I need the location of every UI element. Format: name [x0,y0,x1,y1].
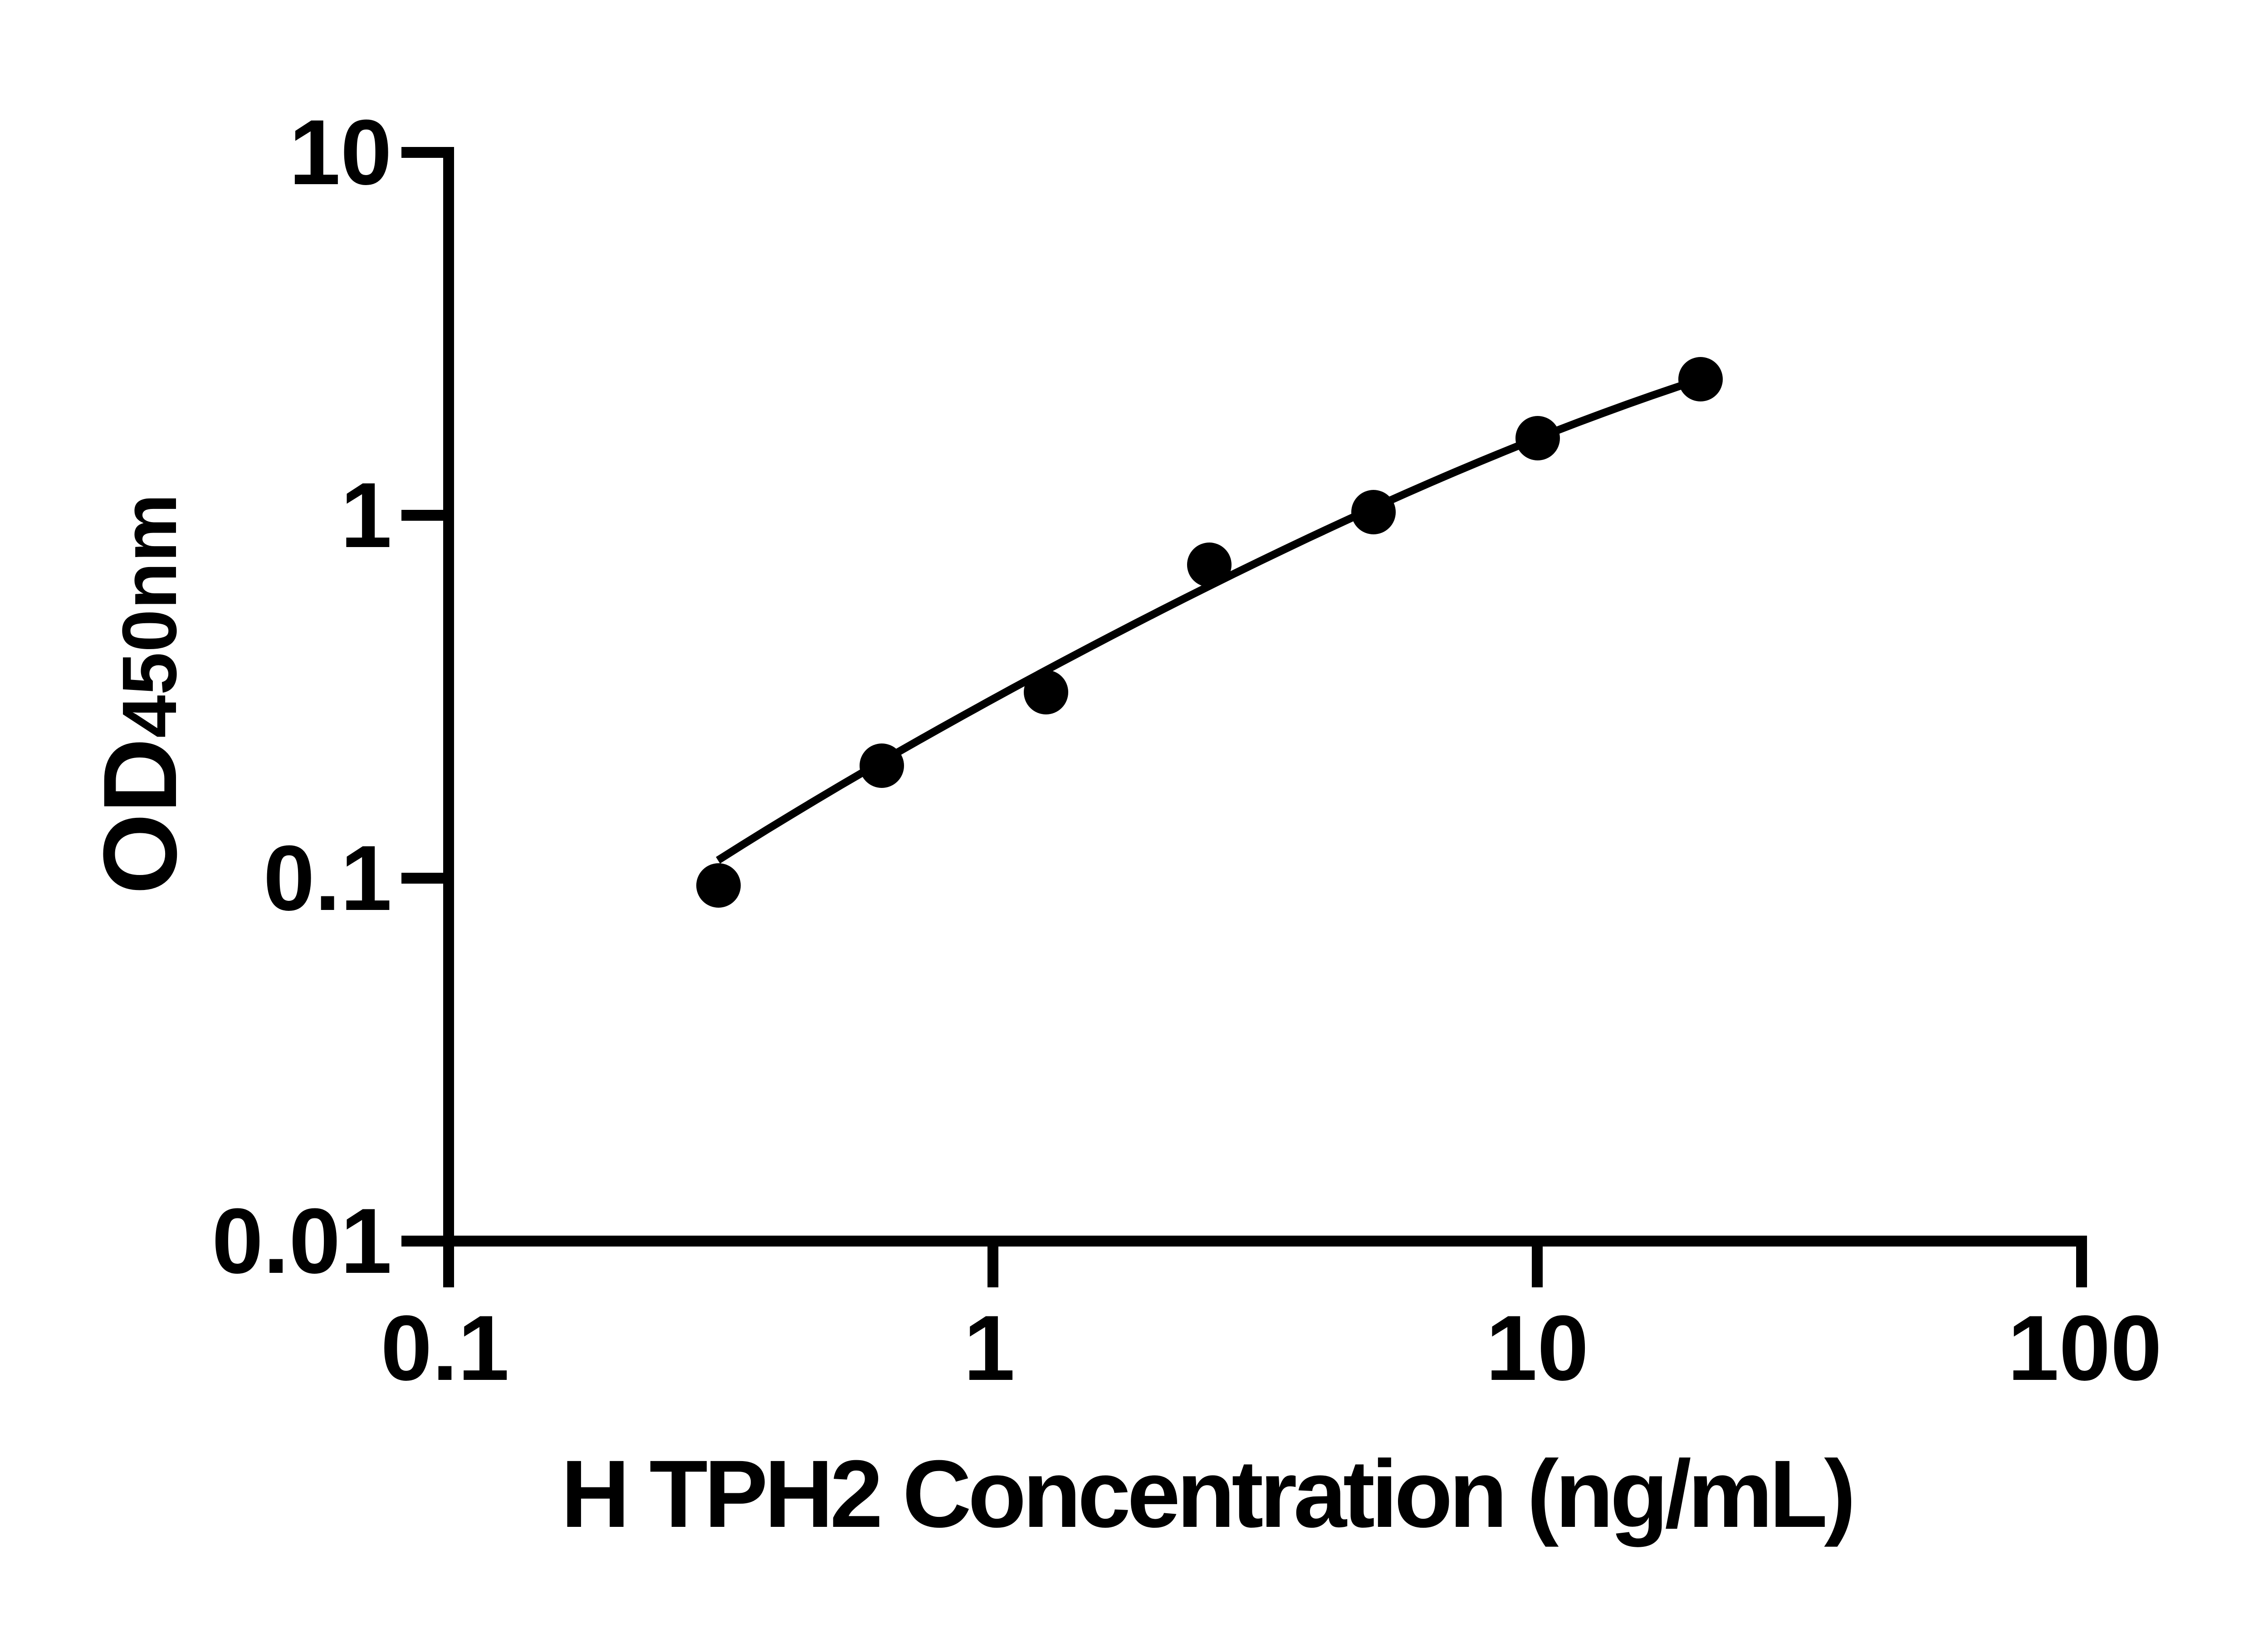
svg-text:10: 10 [289,101,392,204]
svg-text:0.1: 0.1 [381,1296,509,1400]
svg-text:0.1: 0.1 [263,826,392,930]
svg-text:100: 100 [2008,1296,2162,1400]
svg-text:0.01: 0.01 [212,1189,392,1293]
svg-text:1: 1 [963,1296,1015,1400]
svg-text:10: 10 [1486,1296,1589,1400]
svg-text:OD450nm: OD450nm [82,494,198,895]
svg-text:1: 1 [341,464,392,567]
svg-text:H TPH2 Concentration (ng/mL): H TPH2 Concentration (ng/mL) [561,1440,1852,1547]
